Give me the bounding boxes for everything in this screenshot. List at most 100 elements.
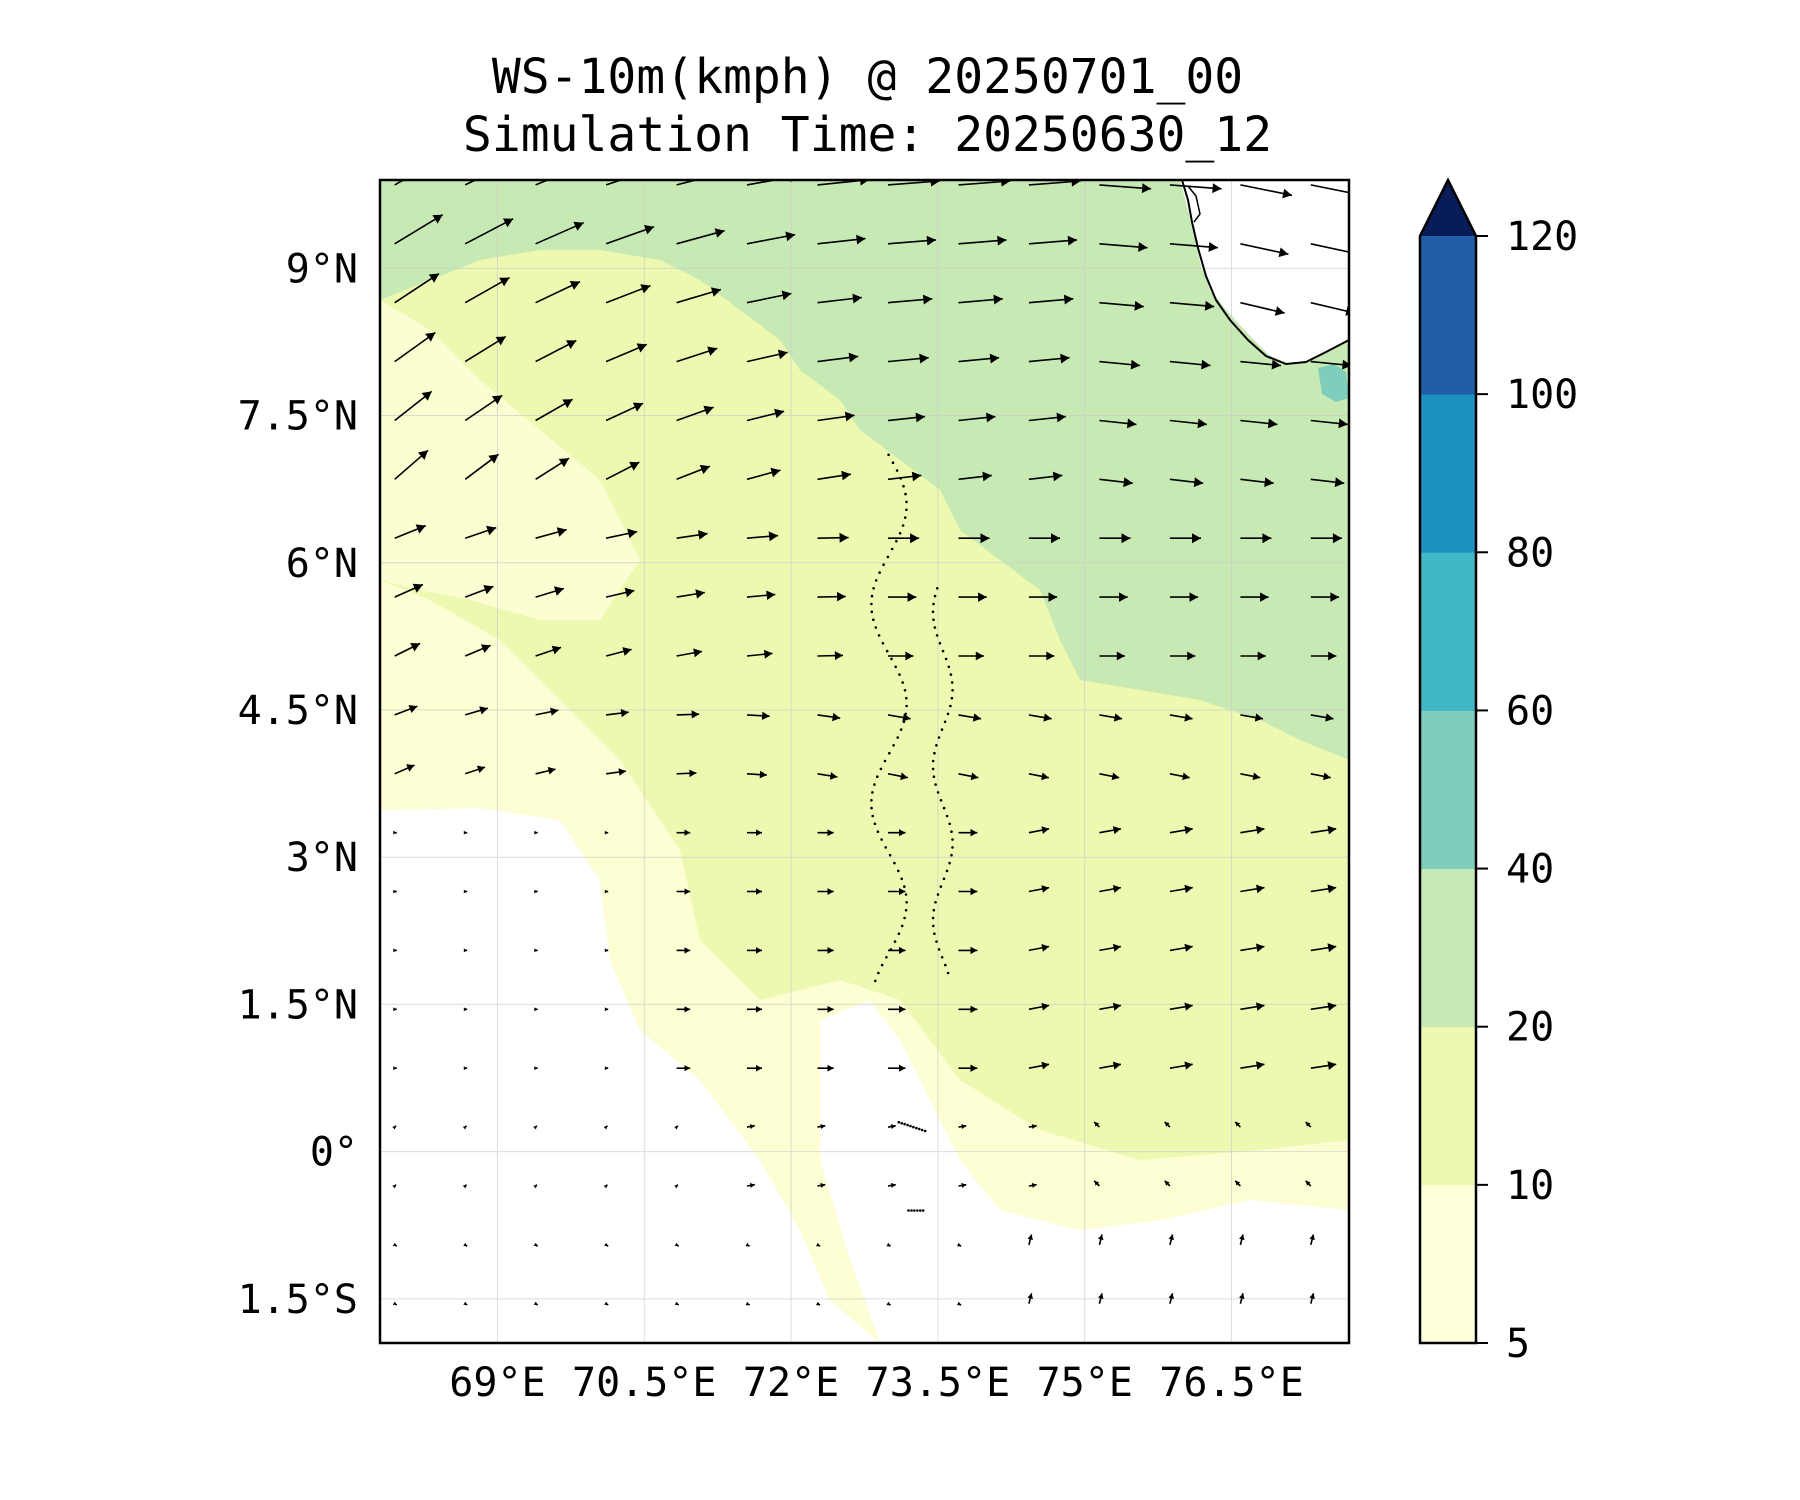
wind-arrow-head xyxy=(1260,592,1269,602)
wind-arrow-head xyxy=(488,454,499,464)
wind-arrow-head xyxy=(900,772,908,781)
atoll-dot xyxy=(870,602,873,606)
wind-arrow-head xyxy=(620,708,629,718)
atoll-dot xyxy=(942,806,946,810)
atoll-dot xyxy=(949,673,953,676)
atoll-dot xyxy=(870,594,874,598)
wind-arrow-head xyxy=(463,1066,468,1071)
atoll-dot xyxy=(912,1125,915,1129)
wind-arrow-head xyxy=(1184,1061,1193,1070)
wind-arrow-head xyxy=(1098,1234,1104,1241)
wind-arrow-head xyxy=(1256,884,1265,894)
wind-arrow-head xyxy=(1327,1002,1337,1012)
wind-arrow-head xyxy=(1274,306,1285,316)
atoll-dot xyxy=(948,822,951,826)
wind-arrow-head xyxy=(1048,592,1058,602)
wind-arrow-head xyxy=(533,1242,538,1247)
atoll-dot xyxy=(905,508,908,512)
wind-arrow-head xyxy=(1184,884,1193,894)
atoll-dot xyxy=(903,516,907,519)
wind-arrow-head xyxy=(890,1182,896,1188)
wind-arrow-head xyxy=(1254,713,1263,722)
wind-arrow-head xyxy=(534,1066,538,1071)
atoll-dot xyxy=(900,924,904,928)
atoll-dot xyxy=(935,940,938,943)
wind-arrow-head xyxy=(1187,651,1196,661)
atoll-dot xyxy=(916,1209,919,1212)
wind-arrow-head xyxy=(926,235,936,246)
atoll-dot xyxy=(933,751,936,755)
wind-arrow-head xyxy=(684,947,691,954)
atoll-dot xyxy=(950,853,953,857)
wind-arrow-head xyxy=(770,467,781,478)
wind-arrow-head xyxy=(1119,592,1128,602)
calm-zone-west xyxy=(380,808,880,1343)
atoll-dot xyxy=(936,587,939,590)
wind-vectors xyxy=(392,163,1363,1306)
wind-arrow-head xyxy=(957,1301,962,1306)
atoll-dot xyxy=(944,963,947,967)
wind-arrow-head xyxy=(1201,359,1211,370)
wind-arrow-head xyxy=(495,336,506,346)
wind-arrow-head xyxy=(1063,294,1074,305)
atoll-dot xyxy=(873,822,877,826)
atoll-dot xyxy=(887,453,890,457)
light-wind-west-edge xyxy=(380,300,640,620)
wind-arrow-head xyxy=(756,1064,762,1072)
wind-arrow-head xyxy=(1257,651,1266,661)
wind-arrow-head xyxy=(777,349,788,360)
wind-arrow-head xyxy=(703,405,714,415)
wind-arrow-head xyxy=(684,829,691,836)
wind-arrow-head xyxy=(674,1301,679,1305)
wind-arrow-head xyxy=(1130,359,1141,370)
atoll-dot xyxy=(899,728,903,731)
wind-arrow-head xyxy=(502,218,514,228)
wind-arrow-head xyxy=(1309,1293,1315,1299)
wind-arrow-head xyxy=(989,353,1000,364)
wind-arrow-head xyxy=(480,644,491,653)
wind-arrow-head xyxy=(463,830,468,835)
wind-arrow-head xyxy=(476,765,485,774)
atoll-dot xyxy=(931,916,935,920)
map-plot-area xyxy=(378,163,1363,1345)
wind-arrow-head xyxy=(534,1007,538,1012)
atoll-dot xyxy=(871,791,874,794)
colorbar-segment xyxy=(1420,710,1476,869)
wind-arrow-head xyxy=(1041,772,1049,781)
wind-arrow-head xyxy=(837,591,846,602)
wind-arrow-head xyxy=(463,948,468,953)
wind-arrow-head xyxy=(997,235,1007,246)
wind-arrow-head xyxy=(907,592,917,602)
wind-arrow-head xyxy=(1353,189,1363,199)
wind-arrow-head xyxy=(1204,300,1215,311)
wind-arrow-head xyxy=(577,163,587,172)
wind-arrow-head xyxy=(1184,713,1193,722)
colorbar-tick-label: 60 xyxy=(1506,688,1554,734)
wind-arrow-head xyxy=(829,772,838,780)
wind-arrow-head xyxy=(827,947,834,954)
atoll-dot xyxy=(945,814,949,818)
wind-arrow-head xyxy=(534,889,538,894)
atoll-dot xyxy=(933,594,937,598)
atoll-dot xyxy=(872,587,875,590)
wind-arrow-head xyxy=(556,527,567,537)
wind-arrow-head xyxy=(970,828,978,837)
wind-arrow-head xyxy=(915,412,925,423)
atoll-dot xyxy=(877,971,880,975)
atoll-dot xyxy=(948,861,951,865)
lat-tick-label: 7.5°N xyxy=(238,394,358,440)
wind-arrow-head xyxy=(930,180,940,187)
wind-arrow-head xyxy=(1043,713,1052,722)
wind-arrow-head xyxy=(674,1184,678,1189)
atoll-dot xyxy=(949,704,952,708)
wind-arrow-head xyxy=(1184,825,1193,835)
wind-arrow-head xyxy=(1305,1121,1311,1127)
atoll-dot xyxy=(905,901,908,904)
gridlines xyxy=(380,180,1349,1343)
wind-arrow-head xyxy=(1193,477,1204,488)
wind-arrow-head xyxy=(1051,533,1060,544)
wind-arrow-head xyxy=(1256,825,1265,835)
atoll-dot xyxy=(903,916,906,920)
atoll-dot xyxy=(893,861,896,865)
colorbar-tick-label: 10 xyxy=(1506,1163,1554,1209)
